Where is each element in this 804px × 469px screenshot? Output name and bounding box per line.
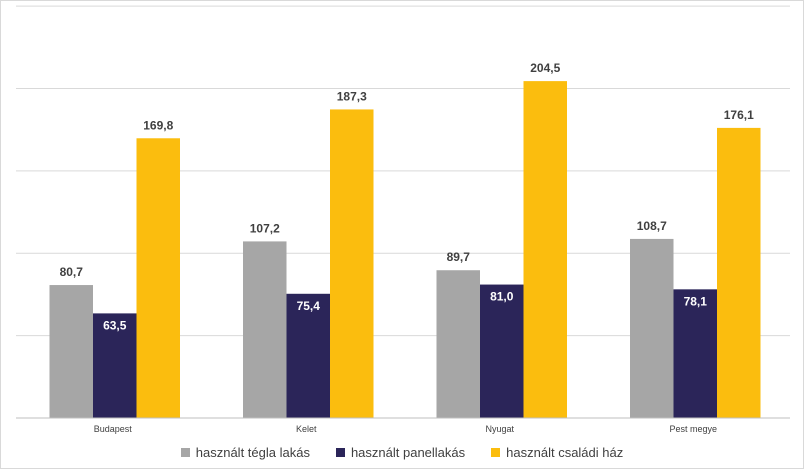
data-label: 108,7 [637, 219, 667, 233]
bar [93, 313, 137, 418]
data-label: 89,7 [447, 250, 471, 264]
bar [243, 241, 287, 418]
x-tick-label: Budapest [94, 424, 133, 434]
data-label: 63,5 [103, 318, 127, 332]
bar [480, 284, 524, 418]
data-label: 204,5 [530, 61, 560, 75]
data-label: 187,3 [337, 89, 367, 103]
legend-label-panel: használt panellakás [350, 444, 466, 460]
data-label: 78,1 [684, 294, 708, 308]
bar [436, 270, 480, 418]
bar-chart: 80,7 63,5 169,8 Budapest 107,2 75,4 187,3 Kelet… [16, 5, 790, 434]
legend-swatch-tegla [180, 447, 190, 457]
legend-item-panel: használt panellakás [335, 444, 466, 460]
legend-item-csaladi: használt családi ház [491, 445, 623, 460]
x-tick-label: Pest megye [669, 424, 717, 434]
legend-swatch-panel [335, 447, 345, 457]
data-label: 75,4 [297, 299, 321, 313]
data-label: 80,7 [60, 265, 84, 279]
bar [630, 238, 674, 418]
bar [330, 109, 374, 418]
x-tick-label: Kelet [296, 424, 317, 434]
data-label: 81,0 [490, 290, 514, 304]
legend-item-tegla: használt tégla lakás [180, 444, 310, 460]
chart-legend: használt tégla lakás használt panellakás… [0, 440, 804, 464]
x-tick-label: Nyugat [485, 424, 514, 434]
bar [286, 293, 330, 418]
bar [717, 127, 761, 419]
legend-swatch-csaladi [491, 447, 501, 457]
bar [136, 138, 180, 418]
legend-label-tegla: használt tégla lakás [195, 444, 310, 460]
bar [673, 289, 717, 418]
bar [49, 285, 93, 418]
data-label: 107,2 [250, 221, 280, 235]
data-label: 176,1 [724, 108, 754, 122]
legend-label-csaladi: használt családi ház [506, 444, 624, 460]
data-label: 169,8 [143, 118, 173, 132]
bar [523, 81, 567, 419]
